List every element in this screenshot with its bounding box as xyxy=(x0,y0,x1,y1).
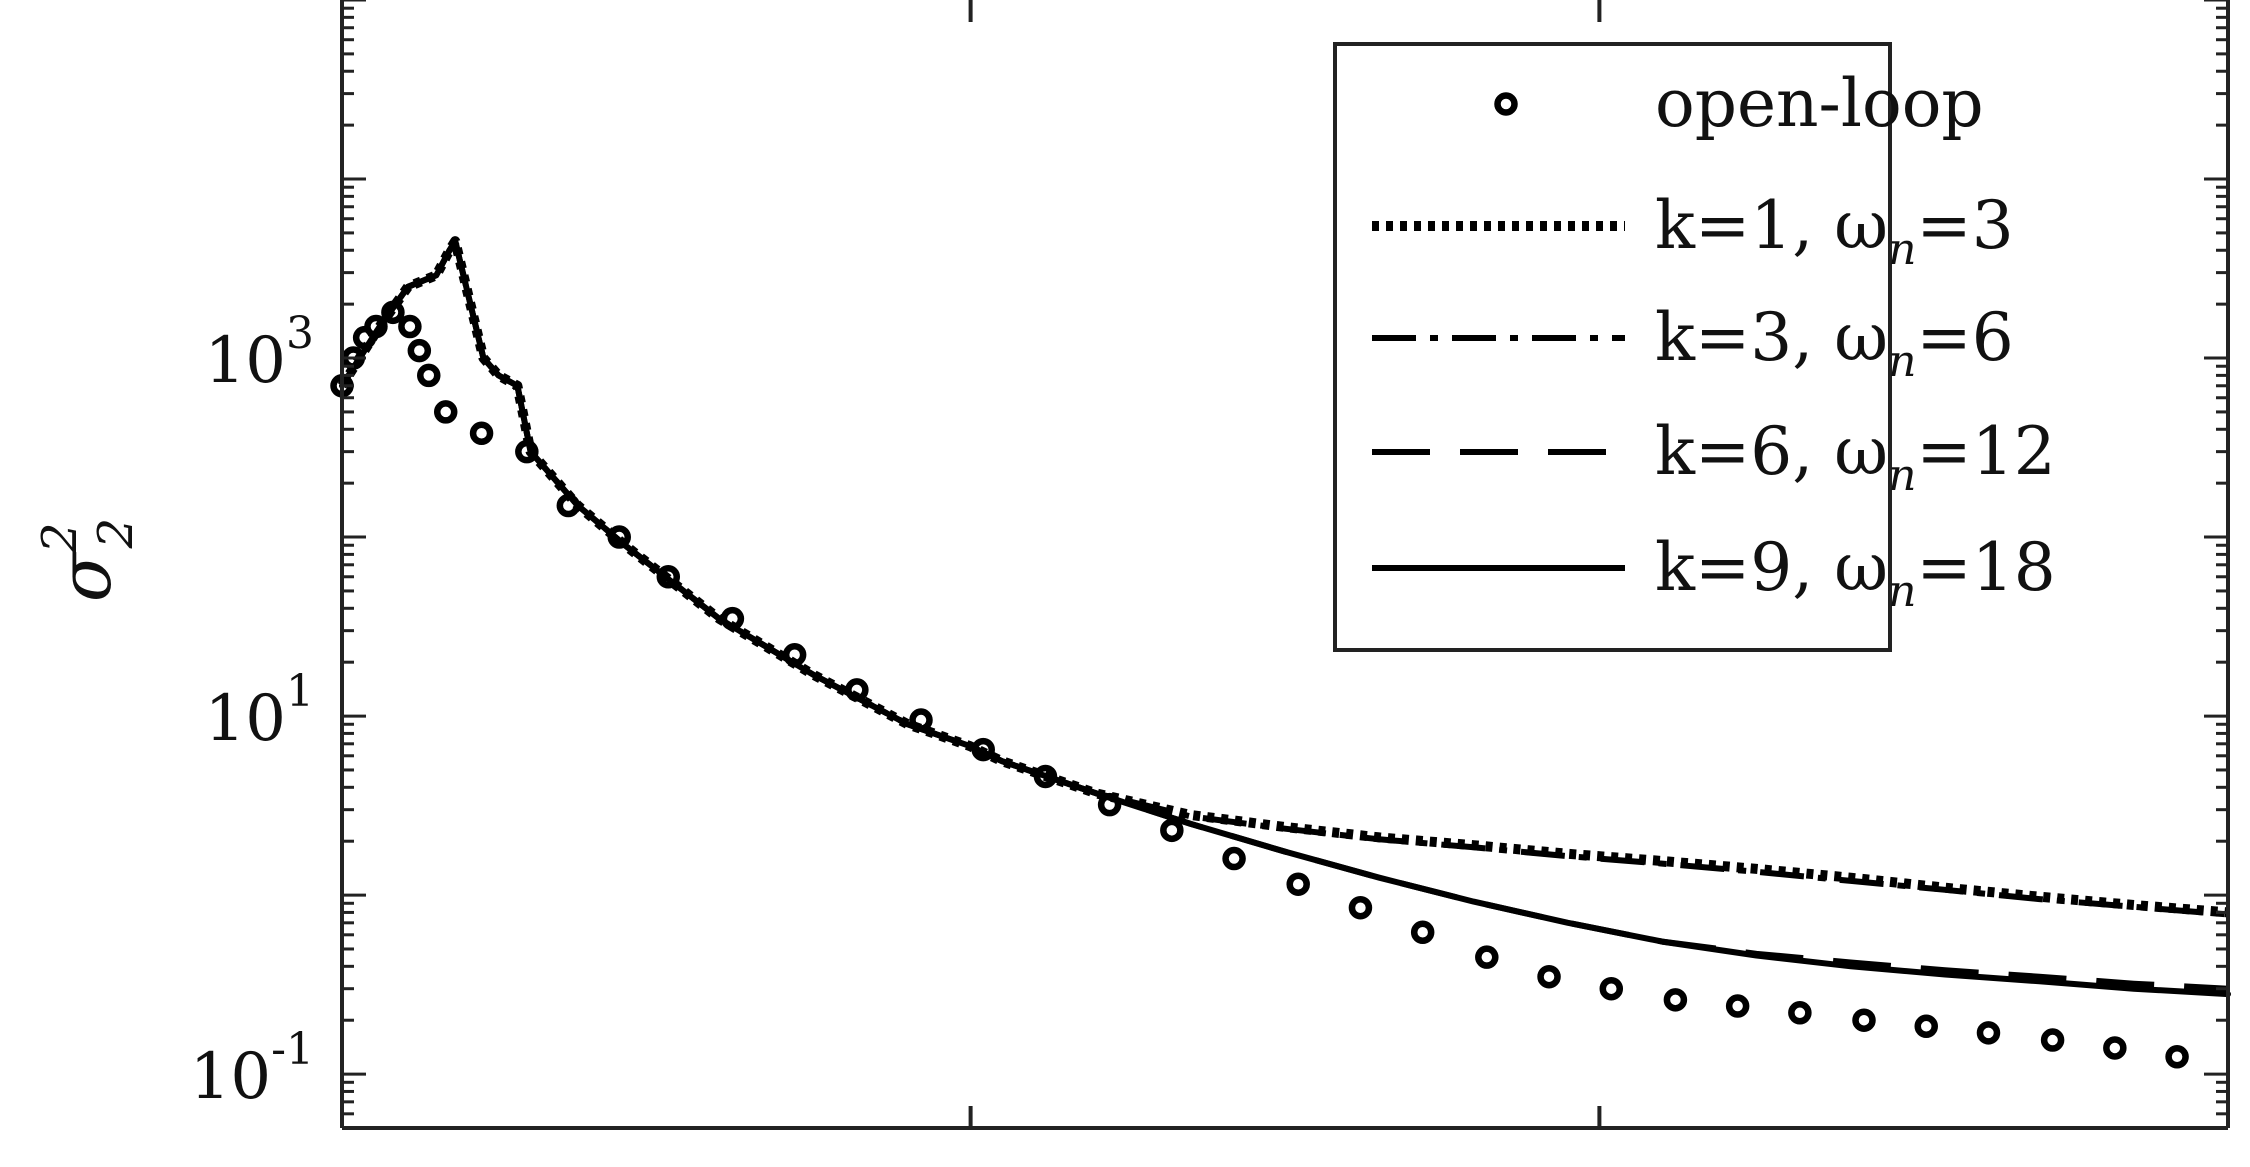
open-loop-marker xyxy=(1160,818,1184,843)
legend-marker xyxy=(1494,92,1518,116)
y-axis-label-superscript: 2 xyxy=(32,522,88,554)
open-loop-marker xyxy=(1410,920,1435,945)
legend-label: k=6, ωn=12 xyxy=(1655,413,2056,501)
axes xyxy=(340,0,2230,1130)
open-loop-marker xyxy=(469,421,494,446)
y-tick-label: 10-1 xyxy=(190,1024,314,1114)
series-line-solid xyxy=(339,238,2231,998)
y-axis-label: σ22 xyxy=(32,518,144,602)
series-5 xyxy=(339,238,2231,998)
y-axis-label-subscript: 2 xyxy=(88,518,144,550)
legend-entry: k=6, ωn=12 xyxy=(1372,413,2056,501)
y-tick-labels: 103 101 10-1 xyxy=(190,308,314,1114)
plot-series xyxy=(330,236,2231,1069)
open-loop-marker xyxy=(2103,1036,2127,1060)
open-loop-marker xyxy=(1788,1001,1812,1025)
legend-label: k=1, ωn=3 xyxy=(1655,187,2014,275)
y-tick-label: 103 xyxy=(205,308,314,398)
legend-label: k=3, ωn=6 xyxy=(1655,299,2014,387)
open-loop-marker xyxy=(398,314,422,339)
legend-label: k=9, ωn=18 xyxy=(1655,529,2056,617)
open-loop-marker xyxy=(417,363,441,388)
open-loop-marker xyxy=(1475,945,1499,969)
open-loop-marker xyxy=(1599,976,1624,1001)
open-loop-marker xyxy=(1222,846,1246,871)
legend-label: open-loop xyxy=(1655,65,1984,142)
legend-box xyxy=(1333,42,1892,652)
legend-entry: k=1, ωn=3 xyxy=(1372,187,2014,275)
open-loop-marker xyxy=(1914,1014,1938,1039)
open-loop-marker xyxy=(1976,1021,2001,1045)
open-loop-marker xyxy=(2165,1045,2189,1069)
open-loop-marker xyxy=(2040,1028,2065,1052)
legend-entry: k=9, ωn=18 xyxy=(1372,529,2056,617)
open-loop-marker xyxy=(1663,988,1688,1012)
y-tick-label: 101 xyxy=(205,666,314,756)
open-loop-marker xyxy=(1537,964,1561,989)
open-loop-marker xyxy=(433,400,458,424)
legend: open-loop k=1, ωn=3 k=3, ωn=6 k=6, ωn=12 k=9… xyxy=(1333,42,2056,652)
open-loop-marker xyxy=(1348,895,1373,920)
open-loop-marker xyxy=(1725,994,1750,1018)
legend-entry: open-loop xyxy=(1494,65,1984,142)
legend-entry: k=3, ωn=6 xyxy=(1372,299,2014,387)
open-loop-marker xyxy=(1286,872,1310,896)
open-loop-marker xyxy=(407,338,432,363)
series-1 xyxy=(330,300,2189,1069)
open-loop-marker xyxy=(1852,1008,1876,1032)
